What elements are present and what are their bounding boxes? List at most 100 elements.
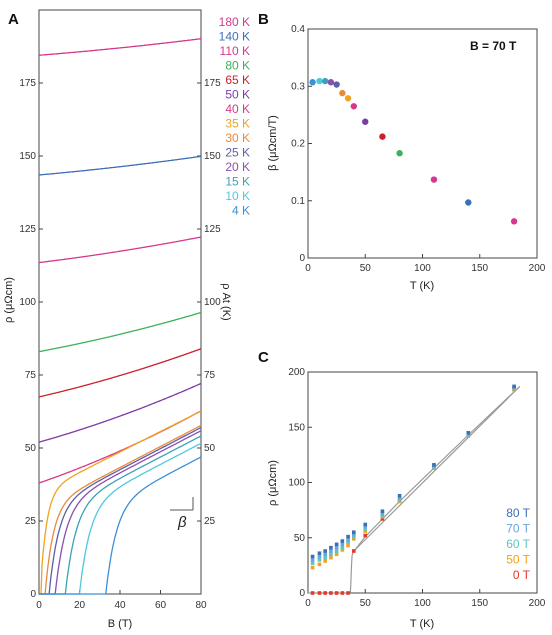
panel-c-point-80t <box>352 530 356 535</box>
panel-c-legend-entry: 60 T <box>506 537 530 551</box>
panel-a-curve-140k <box>38 155 202 176</box>
panel-a-legend-entry: 80 K <box>225 59 250 73</box>
panel-a-curve-110k <box>38 236 202 264</box>
panel-c-ylabel: ρ (μΩcm) <box>267 460 279 506</box>
panel-c-point-50t <box>329 555 333 560</box>
panel-b-point <box>339 89 346 97</box>
panel-a-ytick-label: 0 <box>30 589 36 600</box>
panel-a-legend-entry: 35 K <box>225 117 250 131</box>
panel-c-xtick-label: 100 <box>414 598 431 609</box>
panel-c-point-70t <box>317 554 322 559</box>
panel-c-point-50t <box>323 559 327 563</box>
panel-a-curve-35k <box>39 410 202 595</box>
panel-c-point-70t <box>329 549 333 553</box>
panel-a-legend-entry: 4 K <box>232 204 250 218</box>
panel-c-ticks: 0 50 100 150 200 0 50 100 150 200 <box>288 367 545 609</box>
panel-c-point-60t <box>397 498 402 502</box>
panel-c-point-70t <box>352 532 356 537</box>
panel-c-xtick-label: 150 <box>471 598 488 609</box>
panel-a-ytick-label: 100 <box>19 297 36 308</box>
panel-a-label: A <box>8 11 19 28</box>
panel-c-xtick-label: 0 <box>305 598 311 609</box>
panel-c-point-60t <box>340 545 345 550</box>
panel-c-point-60t <box>310 561 315 565</box>
panel-c-point-70t <box>340 542 345 547</box>
panel-a-xlabel: B (T) <box>108 618 132 630</box>
panel-c-point-80t <box>397 493 402 498</box>
beta-label: β <box>177 514 187 531</box>
panel-c-point-70t <box>334 545 339 550</box>
panel-a-legend-entry: 25 K <box>225 146 250 160</box>
panel-a-xtick-label: 0 <box>36 600 42 611</box>
panel-a-curve-40k <box>38 410 202 484</box>
panel-c-fit-line <box>353 385 521 552</box>
panel-c-points <box>310 384 516 595</box>
panel-c-point-60t <box>363 527 368 531</box>
panel-c-point-80t <box>317 551 322 556</box>
panel-a-ytick-label: 125 <box>19 224 36 235</box>
panel-c-point-50t <box>310 565 315 570</box>
panel-a-y2tick-label: 100 <box>204 297 221 308</box>
panel-a-xtick-label: 20 <box>74 600 86 611</box>
panel-a-curve-80k <box>38 311 202 353</box>
panel-c-legend: 80 T 70 T60 T 50 T0 T <box>506 506 530 582</box>
panel-a-xtick-label: 40 <box>114 600 126 611</box>
panel-a-legend-entry: 110 K <box>220 44 250 58</box>
panel-c-point-50t <box>317 562 322 567</box>
panel-b-point <box>344 95 352 102</box>
panel-b-point <box>309 79 316 86</box>
beta-annotation: β <box>170 497 194 531</box>
panel-b-xtick-label: 150 <box>471 263 488 274</box>
panel-c-legend-entry: 0 T <box>513 568 531 582</box>
panel-c-point-50t <box>334 552 339 557</box>
panel-a-y2tick-label: 50 <box>204 443 216 454</box>
panel-b-xtick-label: 200 <box>529 263 546 274</box>
panel-c-point-60t <box>334 549 339 553</box>
panel-c-legend-entry: 80 T <box>506 506 530 520</box>
panel-b-label: B <box>258 11 269 28</box>
panel-a-curve-65k <box>38 348 202 398</box>
panel-c-point-60t <box>346 540 350 544</box>
panel-c-ytick-label: 150 <box>288 422 305 433</box>
panel-c-point-0t <box>323 591 327 595</box>
panel-c-ytick-label: 0 <box>299 588 305 599</box>
panel-c-point-70t <box>346 538 350 542</box>
panel-a-legend-entry: 15 K <box>225 175 250 189</box>
panel-c-point-0t <box>310 591 315 595</box>
panel-a-legend-entry: 50 K <box>225 88 250 102</box>
panel-b-ytick-label: 0.2 <box>291 139 305 150</box>
panel-c-xlabel: T (K) <box>410 618 434 630</box>
panel-a-curve-30k <box>39 424 202 595</box>
panel-b-point <box>465 199 472 206</box>
panel-c-point-80t <box>334 542 339 547</box>
panel-c-point-80t <box>329 545 333 550</box>
panel-a-legend-entry: 40 K <box>225 102 250 116</box>
panel-c-point-50t <box>352 537 356 541</box>
panel-a-ylabel: ρ (μΩcm) <box>3 277 15 323</box>
panel-c-point-0t <box>340 591 345 595</box>
panel-c-point-80t <box>466 430 471 435</box>
panel-a-legend-entry: 180 K <box>219 15 250 29</box>
panel-a-xtick-label: 80 <box>195 600 207 611</box>
panel-a-y2tick-label: 175 <box>204 78 221 89</box>
panel-a-curve-4k <box>39 456 202 595</box>
panel-a-y2tick-label: 150 <box>204 151 221 162</box>
panel-b-point <box>333 81 340 88</box>
panel-b-xtick-label: 0 <box>305 263 311 274</box>
panel-c-point-50t <box>363 529 368 533</box>
panel-c-point-0t <box>363 533 368 538</box>
panel-c-point-0t <box>334 591 339 595</box>
panel-c-point-80t <box>380 509 385 514</box>
panel-a-curve-20k <box>39 430 202 595</box>
panel-c-point-80t <box>340 539 345 543</box>
panel-c-point-80t <box>346 534 350 539</box>
panel-b-ytick-label: 0.1 <box>291 196 305 207</box>
panel-b-point <box>430 176 438 183</box>
panel-b-point <box>362 118 369 125</box>
panel-a-y2tick-label: 75 <box>204 370 216 381</box>
panel-b: B 0 50 100 150 200 0 0.1 0.2 0.3 0.4 B = 70 T T (… <box>258 11 546 292</box>
panel-a-y2label: ρ At (K) <box>220 283 232 320</box>
panel-c-ytick-label: 100 <box>288 478 305 489</box>
